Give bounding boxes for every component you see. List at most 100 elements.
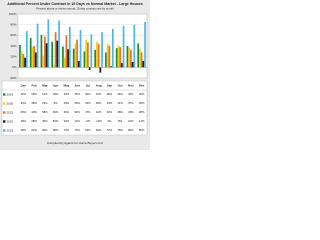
table-cell: 40% [31,110,37,114]
bar [88,67,91,70]
table-header: May [63,83,69,87]
table-cell: 12% [74,119,80,123]
footer: Compiled by Agents for Home Buyers LLC [47,141,104,145]
bar [85,39,88,68]
table-header: Mar [42,83,48,87]
bar [106,43,109,68]
table-cell: 61% [42,92,48,96]
row-label: 2023 [7,128,14,132]
bar [79,30,82,68]
y-tick-label: 60% [10,33,16,37]
y-tick-label: 20% [10,54,16,58]
bar [72,48,75,68]
bar [22,54,25,68]
bar [137,43,140,68]
bar [31,47,34,68]
table-cell: 62% [85,128,91,132]
bar [63,57,66,68]
y-tick-label: 40% [10,44,16,48]
table-cell: 35% [74,92,80,96]
table-cell: 33% [128,110,134,114]
y-tick-label: 80% [10,22,16,26]
table-cell: 47% [85,110,91,114]
table-cell: 85% [139,128,145,132]
bar [140,52,143,68]
table-cell: 45% [74,101,80,105]
row-label: 2022 [7,119,14,123]
bar [101,32,103,68]
bar [119,47,121,68]
row-label: 2019 [7,92,14,96]
bar [90,34,93,68]
bar [25,31,28,68]
table-cell: 33% [96,92,102,96]
bar [34,52,37,68]
chart-title: Additional Percent Under Contract in 15 … [7,2,143,6]
table-header: Sep [107,83,113,87]
table-cell: 68% [21,128,27,132]
chart-subtitle: Percent above or below normal, 15-day co… [36,7,114,11]
bar [74,43,77,68]
bar [40,34,43,68]
table-cell: 38% [31,101,37,105]
bar [97,43,100,68]
table-cell: -5% [85,119,90,123]
bar [20,51,23,68]
table-cell: 22% [42,101,48,105]
table-cell: 10% [128,119,134,123]
bar [99,67,102,73]
table-cell: 70% [74,128,80,132]
table-cell: 12% [139,119,145,123]
row-label: 2021 [7,110,14,114]
bar [33,46,35,68]
bar [51,41,54,68]
bar [131,62,134,68]
table-header: Dec [139,83,145,87]
table-header: Jun [74,83,80,87]
bar [117,45,120,68]
table-header: Jan [21,83,26,87]
y-tick-label: -20% [9,76,16,80]
table-cell: 8% [118,119,123,123]
table-cell: 52% [85,101,91,105]
bar [58,20,60,68]
table-cell: 35% [139,101,145,105]
bar [47,19,50,68]
bar [133,24,136,68]
table-cell: 55% [31,92,37,96]
bar [42,55,45,68]
table-cell: 58% [42,110,48,114]
table-cell: -10% [95,119,102,123]
bar [115,48,118,68]
table-cell: 5% [54,101,59,105]
table-cell: 78% [117,128,123,132]
bar [19,44,21,68]
bar [65,35,68,68]
legend-swatch [3,111,6,114]
legend-swatch [3,120,6,123]
table-cell: 45% [139,92,145,96]
table-cell: 82% [31,128,37,132]
page: {"chart_data": { "type": "bar", "title":… [0,0,150,150]
table-header: Nov [128,83,134,87]
bar [77,60,80,68]
table-cell: 28% [139,110,145,114]
bar [144,22,146,68]
table-cell: 30% [21,101,27,105]
table-cell: 38% [117,110,123,114]
table-cell: 44% [107,101,113,105]
bar [105,52,107,68]
table-cell: 60% [64,110,70,114]
table-cell: 18% [21,119,27,123]
table-cell: 28% [31,119,37,123]
table-cell: 40% [107,110,113,114]
bar [142,60,145,68]
table-cell: 48% [96,101,102,105]
bar [94,49,97,68]
bar [62,46,64,68]
table-header: Jul [86,83,91,87]
legend-swatch [3,102,6,105]
bar [56,40,59,68]
table-cell: 48% [53,92,59,96]
table-cell: 2% [107,119,112,123]
